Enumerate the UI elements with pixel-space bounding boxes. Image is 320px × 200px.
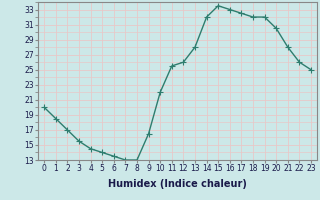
X-axis label: Humidex (Indice chaleur): Humidex (Indice chaleur) [108,179,247,189]
